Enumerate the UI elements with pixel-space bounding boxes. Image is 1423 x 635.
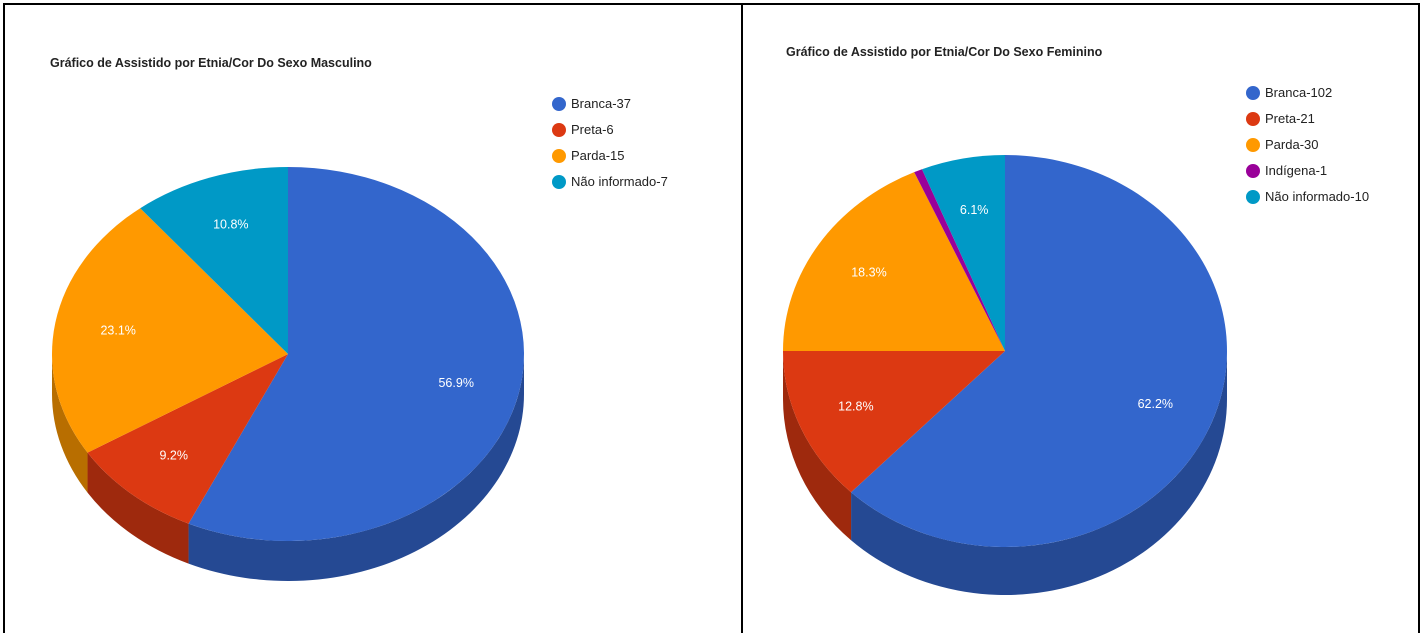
slice-label-preta: 9.2% [160, 448, 189, 462]
pie-chart-female: 62.2% 12.8% 18.3% 6.1% [783, 155, 1227, 596]
legend-label: Indígena-1 [1265, 163, 1328, 178]
pie-slice-indigena [914, 169, 1005, 351]
pie-slice-parda [783, 172, 1005, 351]
legend-label: Parda-30 [1265, 137, 1319, 152]
legend-swatch [1246, 138, 1260, 152]
legend-swatch [1246, 86, 1260, 100]
legend-label: Branca-102 [1265, 85, 1333, 100]
legend-label: Preta-6 [571, 122, 614, 137]
slice-label-branca: 62.2% [1138, 397, 1173, 411]
legend-swatch [552, 175, 566, 189]
legend-label: Não informado-10 [1265, 189, 1370, 204]
legend-label: Branca-37 [571, 96, 631, 111]
legend-swatch [1246, 190, 1260, 204]
pie-slice-preta [87, 354, 288, 524]
pie-side-preta [783, 351, 852, 541]
legend-swatch [1246, 164, 1260, 178]
pie-slice-nao-informado [140, 167, 288, 354]
chart-panel-female: Gráfico de Assistido por Etnia/Cor Do Se… [741, 3, 1420, 633]
slice-label-parda: 18.3% [851, 266, 886, 280]
legend-swatch [552, 149, 566, 163]
legend-label: Preta-21 [1265, 111, 1315, 126]
pie-side-walls [52, 354, 525, 582]
pie-side-parda [52, 354, 88, 493]
slice-label-parda: 23.1% [100, 323, 135, 337]
slice-label-nao-informado: 6.1% [960, 203, 989, 217]
pie-slice-nao-informado [922, 155, 1005, 351]
pie-side-walls [783, 351, 1227, 596]
pie-side-preta [87, 452, 189, 564]
chart-title: Gráfico de Assistido por Etnia/Cor Do Se… [50, 56, 372, 70]
pie-slice-branca [188, 167, 524, 541]
legend-swatch [1246, 112, 1260, 126]
slice-label-preta: 12.8% [838, 399, 873, 413]
slice-label-nao-informado: 10.8% [213, 218, 248, 232]
legend-swatch [552, 97, 566, 111]
pie-side-branca [188, 354, 525, 582]
pie-slice-preta [783, 351, 1005, 493]
legend-label: Parda-15 [571, 148, 625, 163]
pie-side-branca [851, 351, 1227, 596]
pie-chart-male: 56.9% 9.2% 23.1% 10.8% [51, 167, 525, 582]
slice-label-branca: 56.9% [438, 376, 473, 390]
pie-slice-parda [51, 208, 288, 453]
legend-swatch [552, 123, 566, 137]
pie-slice-branca [851, 155, 1227, 547]
legend-label: Não informado-7 [571, 174, 668, 189]
chart-title: Gráfico de Assistido por Etnia/Cor Do Se… [786, 45, 1103, 59]
chart-panel-male: Gráfico de Assistido por Etnia/Cor Do Se… [3, 3, 743, 633]
